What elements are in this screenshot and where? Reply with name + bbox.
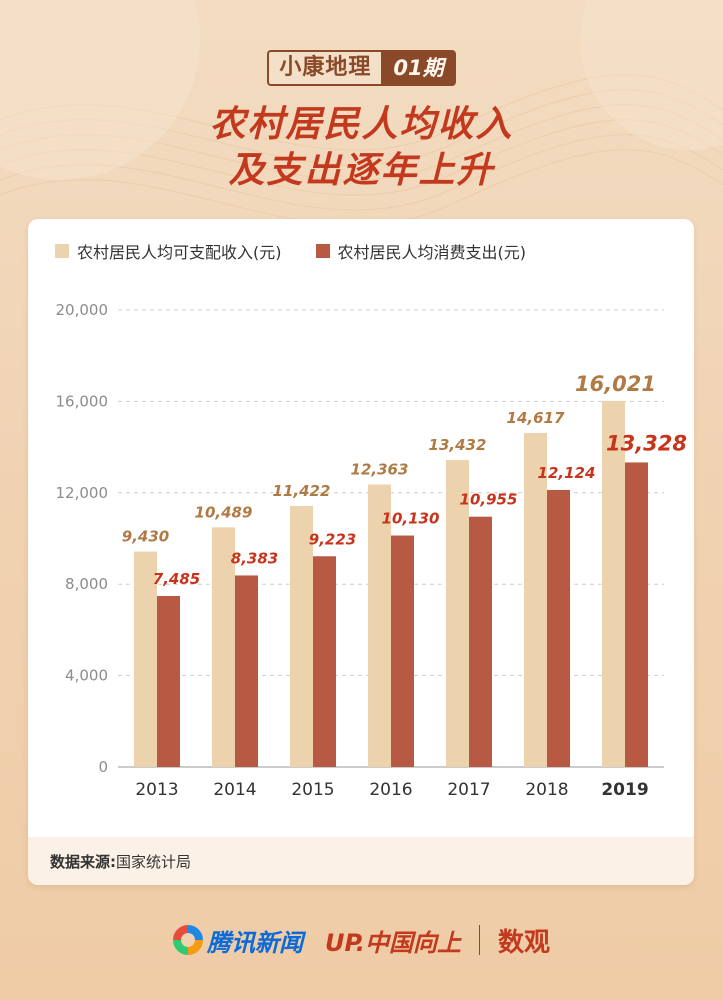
x-tick-label: 2019 bbox=[601, 780, 648, 800]
legend-item-expense: 农村居民人均消费支出(元) bbox=[315, 239, 527, 263]
logo-divider bbox=[479, 925, 480, 955]
source-value: 国家统计局 bbox=[116, 853, 192, 871]
x-tick-label: 2018 bbox=[525, 780, 568, 800]
data-label-income: 13,432 bbox=[429, 436, 487, 454]
bar-income bbox=[134, 551, 157, 767]
issue-tag: 小康地理 01期 bbox=[247, 50, 476, 86]
bar-expense bbox=[313, 556, 336, 767]
bar-income bbox=[290, 506, 313, 767]
legend-swatch-income bbox=[55, 244, 69, 258]
data-source: 数据来源:国家统计局 bbox=[50, 851, 191, 872]
column-name: 小康地理 bbox=[267, 50, 382, 86]
legend-item-income: 农村居民人均可支配收入(元) bbox=[55, 239, 282, 263]
data-label-expense: 7,485 bbox=[153, 570, 200, 588]
x-tick-label: 2013 bbox=[135, 780, 178, 800]
tencent-news-logo: 腾讯新闻 bbox=[172, 923, 303, 958]
chart-legend: 农村居民人均可支配收入(元) 农村居民人均消费支出(元) bbox=[55, 239, 560, 263]
bar-expense bbox=[235, 575, 258, 767]
bar-expense bbox=[469, 516, 492, 767]
data-label-expense: 10,130 bbox=[382, 510, 440, 528]
tencent-news-icon bbox=[172, 925, 203, 955]
data-label-income: 11,422 bbox=[273, 482, 331, 500]
data-label-income: 9,430 bbox=[122, 528, 169, 546]
y-tick-label: 16,000 bbox=[56, 392, 109, 410]
bar-income bbox=[524, 433, 547, 767]
data-label-income: 16,021 bbox=[575, 372, 656, 396]
data-label-income: 14,617 bbox=[507, 409, 565, 427]
x-tick-label: 2014 bbox=[213, 780, 256, 800]
y-tick-label: 12,000 bbox=[56, 484, 109, 502]
legend-swatch-expense bbox=[315, 244, 330, 258]
data-label-expense: 12,124 bbox=[538, 464, 596, 482]
up-china-logo: UP.中国向上 bbox=[324, 928, 461, 957]
data-label-income: 10,489 bbox=[195, 503, 253, 521]
bar-income bbox=[446, 460, 469, 767]
bar-expense bbox=[625, 462, 648, 767]
tencent-news-text: 腾讯新闻 bbox=[206, 928, 303, 957]
source-bar: 数据来源:国家统计局 bbox=[28, 837, 694, 885]
y-tick-label: 20,000 bbox=[56, 301, 109, 319]
title-line-2: 及支出逐年上升 bbox=[228, 150, 495, 191]
x-tick-label: 2016 bbox=[369, 780, 412, 800]
shuguan-logo: 数观 bbox=[498, 927, 551, 958]
data-label-expense: 13,328 bbox=[606, 431, 687, 455]
legend-label-income: 农村居民人均可支配收入(元) bbox=[77, 243, 282, 262]
y-tick-label: 8,000 bbox=[65, 575, 108, 593]
bar-income bbox=[602, 400, 625, 767]
footer-logos: 腾讯新闻 UP.中国向上 数观 bbox=[0, 920, 723, 960]
bar-income bbox=[212, 527, 235, 767]
bar-expense bbox=[547, 489, 570, 767]
y-tick-label: 0 bbox=[98, 758, 108, 776]
x-tick-label: 2017 bbox=[447, 780, 490, 800]
issue-number: 01期 bbox=[381, 50, 456, 86]
source-label: 数据来源: bbox=[50, 853, 116, 871]
legend-label-expense: 农村居民人均消费支出(元) bbox=[337, 243, 527, 262]
data-label-income: 12,363 bbox=[351, 461, 409, 479]
y-tick-label: 4,000 bbox=[65, 667, 108, 685]
x-tick-label: 2015 bbox=[291, 780, 334, 800]
bar-income bbox=[368, 484, 391, 767]
data-label-expense: 9,223 bbox=[309, 530, 356, 548]
data-label-expense: 8,383 bbox=[231, 549, 278, 567]
title-line-1: 农村居民人均收入 bbox=[209, 104, 514, 145]
bar-expense bbox=[157, 595, 180, 767]
data-label-expense: 10,955 bbox=[460, 491, 518, 509]
bar-expense bbox=[391, 535, 414, 767]
